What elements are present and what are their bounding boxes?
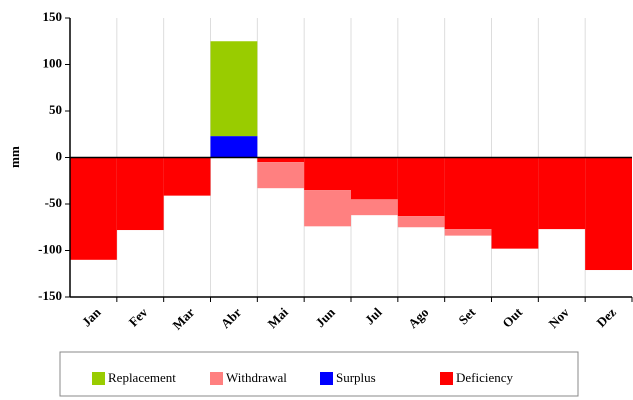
bar-segment	[70, 157, 117, 260]
x-tick-label: Jan	[79, 304, 104, 329]
legend-swatch	[92, 372, 105, 385]
legend-label: Surplus	[336, 370, 376, 385]
x-tick-label: Ago	[405, 305, 431, 331]
y-tick-label: -150	[38, 288, 62, 303]
bar-segment	[116, 157, 164, 231]
legend-swatch	[440, 372, 453, 385]
bar-segment	[538, 157, 586, 230]
bar-segment	[210, 41, 258, 137]
bar-segment	[351, 157, 398, 200]
bar-segment	[304, 190, 351, 227]
x-tick-label: Dez	[593, 304, 619, 330]
x-tick-label: Jun	[312, 304, 338, 330]
legend-label: Deficiency	[456, 370, 514, 385]
y-tick-label: -100	[38, 241, 62, 256]
y-axis-label: mm	[7, 146, 22, 168]
bar-segment	[444, 229, 492, 236]
bar-segment	[397, 157, 445, 217]
bar-segment	[444, 157, 492, 230]
bar-segment	[585, 157, 632, 271]
x-tick-label: Jul	[362, 304, 385, 327]
bar-segment	[163, 157, 211, 196]
x-tick-label: Mai	[265, 304, 292, 331]
legend-box	[59, 351, 579, 397]
x-tick-label: Mar	[169, 304, 197, 332]
x-tick-label: Abr	[218, 304, 245, 331]
bar-segment	[351, 199, 398, 216]
y-tick-label: -50	[45, 195, 62, 210]
legend-label: Replacement	[108, 370, 176, 385]
y-tick-label: 0	[56, 148, 63, 163]
y-tick-label: 150	[43, 9, 63, 24]
x-tick-label: Out	[499, 304, 525, 330]
bar-segment	[257, 162, 305, 189]
y-tick-label: 100	[43, 55, 63, 70]
legend-swatch	[320, 372, 333, 385]
bar-segment	[210, 136, 258, 158]
legend-swatch	[210, 372, 223, 385]
x-tick-label: Fev	[126, 304, 151, 329]
x-tick-label: Nov	[546, 304, 573, 331]
legend-label: Withdrawal	[226, 370, 287, 385]
bar-segment	[491, 157, 539, 249]
bar-segment	[397, 216, 445, 228]
bar-segment	[257, 157, 305, 163]
bar-segment	[304, 157, 351, 191]
y-tick-label: 50	[49, 102, 62, 117]
x-tick-label: Set	[455, 304, 478, 327]
